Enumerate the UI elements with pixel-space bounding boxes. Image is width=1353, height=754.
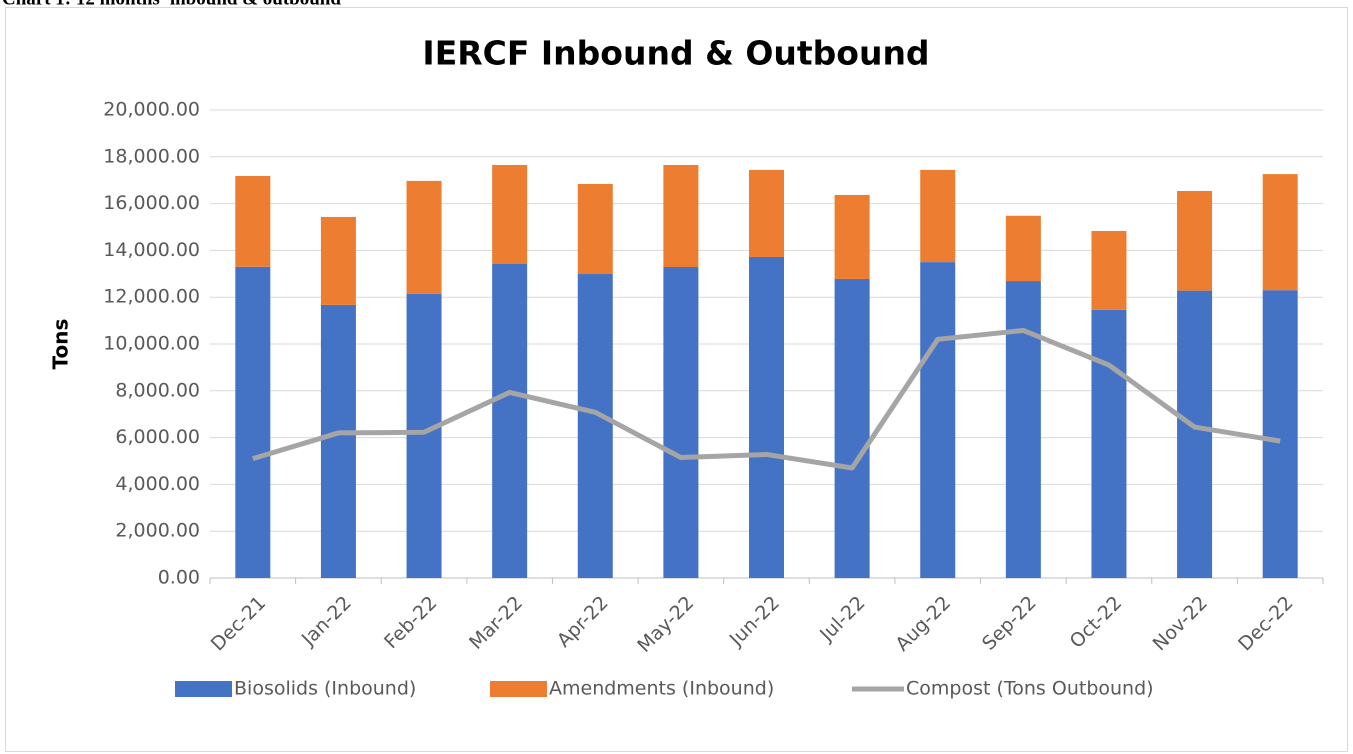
y-tick-label: 20,000.00 (103, 99, 200, 121)
legend-label: Compost (Tons Outbound) (906, 678, 1154, 700)
bar (834, 194, 870, 279)
bar (1005, 281, 1041, 578)
bar (1177, 190, 1213, 291)
bar (1005, 215, 1041, 282)
y-axis-label: Tons (49, 319, 73, 370)
y-tick-label: 0.00 (158, 567, 200, 589)
legend-label: Biosolids (Inbound) (234, 678, 416, 700)
bar (920, 169, 956, 263)
bar (577, 183, 613, 275)
bar (235, 175, 271, 267)
bar (406, 293, 442, 578)
bar (1177, 290, 1213, 578)
legend-label: Amendments (Inbound) (549, 678, 774, 700)
bar (577, 274, 613, 578)
bar (749, 169, 784, 257)
y-tick-label: 18,000.00 (103, 145, 200, 167)
y-tick-label: 12,000.00 (103, 286, 200, 308)
legend-swatch (175, 681, 232, 697)
y-tick-label: 14,000.00 (103, 239, 200, 261)
bar (1262, 174, 1298, 291)
bar (1091, 309, 1127, 578)
bar (1091, 230, 1127, 310)
bar (1262, 290, 1298, 578)
bar (320, 304, 356, 578)
y-tick-label: 6,000.00 (115, 426, 200, 448)
bar (663, 164, 699, 268)
y-tick-label: 2,000.00 (115, 520, 200, 542)
y-tick-label: 8,000.00 (115, 379, 200, 401)
line (252, 327, 1281, 471)
bar (235, 266, 271, 578)
y-tick-label: 10,000.00 (103, 333, 200, 355)
bar (492, 263, 528, 578)
legend-swatch (490, 681, 547, 697)
bar (406, 180, 442, 294)
bar (920, 262, 956, 578)
bar (749, 256, 784, 578)
caption: Chart 1: 12 months' inbound & outbound (2, 0, 341, 9)
bar (492, 164, 528, 264)
bar (663, 267, 699, 578)
chart-title: IERCF Inbound & Outbound (422, 34, 929, 73)
bar (320, 216, 356, 305)
y-tick-label: 16,000.00 (103, 192, 200, 214)
bar (834, 278, 870, 578)
y-tick-label: 4,000.00 (115, 473, 200, 495)
